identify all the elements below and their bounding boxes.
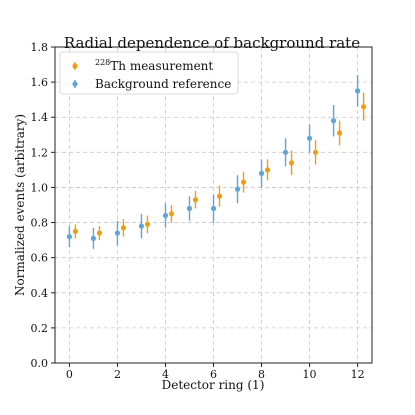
data-point [234,186,241,192]
data-point [258,170,265,176]
data-point [90,235,97,241]
y-tick-label: 0.6 [31,252,49,265]
y-tick-label: 1.0 [31,181,49,194]
x-tick-label: 10 [303,368,317,381]
x-tick-label: 12 [351,368,365,381]
data-point [216,193,223,199]
y-axis-label: Normalized events (arbitrary) [13,114,27,296]
data-point [306,135,313,141]
legend-marker-bg [72,81,78,87]
x-tick-label: 4 [162,368,169,381]
legend-label-bg: Background reference [95,77,231,91]
tick-layer: 0 2 4 6 8 10 12 0.0 0.2 0.4 0.6 0.8 1.0 1.2 1.4 1.6 1.8 [31,41,365,381]
series-1 [66,75,361,249]
data-point [360,104,367,110]
data-point [186,205,193,212]
data-point [66,234,73,240]
x-tick-label: 2 [114,368,121,381]
data-point [144,221,151,227]
data-point [336,130,343,136]
data-point [210,205,217,212]
y-tick-label: 1.4 [31,111,49,124]
legend: 228Th measurement Background reference [59,51,239,95]
legend-marker-th [72,63,78,69]
x-tick-label: 0 [66,368,73,381]
series-layer [66,75,367,249]
y-tick-label: 0.0 [31,357,49,370]
y-tick-label: 0.8 [31,217,49,230]
y-tick-label: 1.8 [31,41,49,54]
data-point [72,228,79,234]
data-point [168,211,175,217]
y-tick-label: 1.2 [31,146,49,159]
data-point [162,212,169,219]
data-point [120,225,127,231]
legend-label-th: 228Th measurement [95,58,213,73]
data-point [96,230,103,236]
chart-title: Radial dependence of background rate [64,34,360,52]
data-point [114,230,121,236]
data-point [192,197,199,203]
data-point [312,149,319,155]
x-axis-label: Detector ring (1) [162,378,265,392]
data-point [240,179,247,185]
legend-label-th-text: Th measurement [110,59,213,73]
data-point [288,160,295,166]
x-tick-label: 6 [210,368,217,381]
data-point [330,118,337,124]
legend-frame [59,51,239,95]
data-point [264,167,271,173]
x-tick-label: 8 [258,368,265,381]
legend-label-th-superscript: 228 [95,58,110,67]
y-tick-label: 1.6 [31,76,49,89]
data-point [282,149,289,155]
series-0 [72,92,367,241]
y-tick-label: 0.4 [31,287,49,300]
data-point [354,88,361,94]
data-point [138,223,145,229]
y-tick-label: 0.2 [31,322,49,335]
